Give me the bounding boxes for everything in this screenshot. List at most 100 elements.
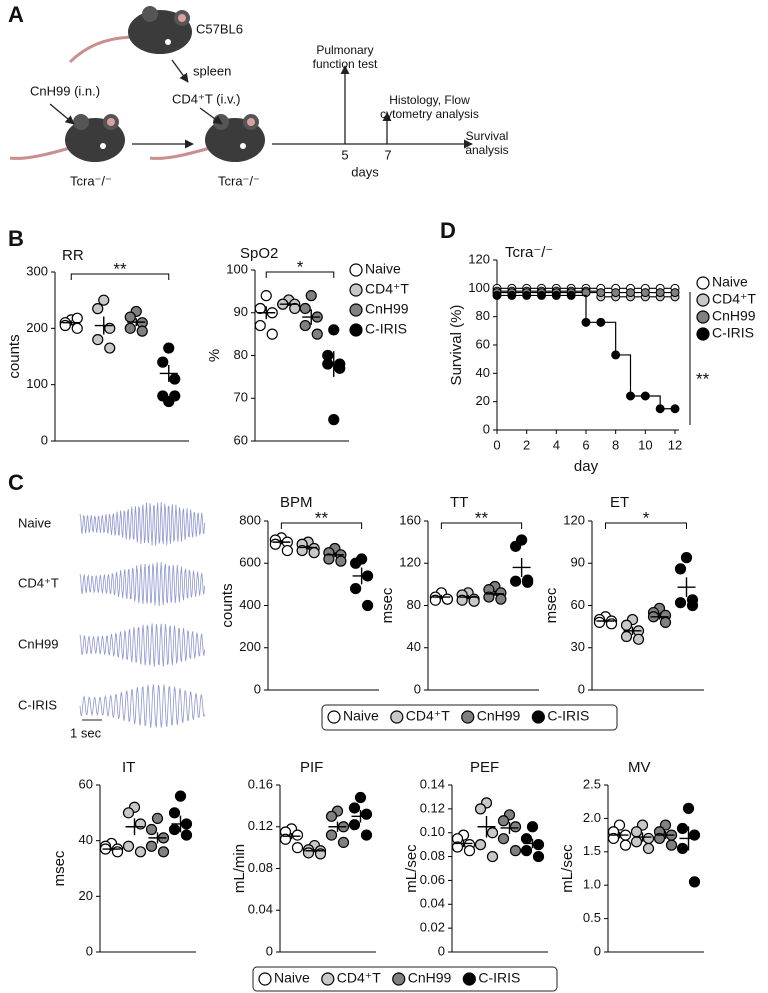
dot (474, 839, 487, 851)
dot (360, 829, 373, 841)
legend-marker (349, 323, 363, 337)
y-tick-label: 120 (563, 512, 585, 527)
y-tick-label: 160 (399, 512, 421, 527)
trace-label: CD4⁺T (18, 575, 59, 590)
significance-bracket (440, 522, 523, 529)
legend-marker (696, 276, 710, 290)
y-axis-label: mL/min (231, 844, 248, 893)
chart-title: ET (610, 494, 629, 511)
y-tick-label: 60 (476, 336, 490, 351)
legend-label: C-IRIS (712, 325, 754, 341)
legend-marker (349, 263, 363, 277)
dot (350, 557, 362, 569)
legend-label: CD4⁺T (365, 281, 409, 297)
dot (674, 597, 687, 609)
dot (620, 630, 633, 643)
y-tick-label: 80 (234, 347, 248, 362)
dot (688, 829, 701, 841)
dot (124, 322, 136, 334)
dot (593, 616, 606, 629)
legend-marker (531, 710, 545, 724)
legend-label: Naive (365, 261, 401, 277)
survival-point (640, 288, 650, 298)
dot (328, 324, 340, 336)
y-axis-label: counts (6, 334, 23, 378)
dot (269, 538, 281, 550)
y-tick-label: 0.5 (583, 910, 601, 925)
significance-bracket (605, 522, 687, 529)
chart-title: BPM (280, 494, 313, 511)
y-tick-label: 70 (234, 390, 248, 405)
dot (291, 829, 304, 841)
dot (323, 553, 335, 565)
legend-marker (349, 283, 363, 297)
y-tick-label: 200 (239, 639, 261, 654)
y-tick-label: 0.12 (248, 818, 273, 833)
schematic-label: CD4⁺T (i.v.) (172, 91, 241, 106)
y-tick-label: 80 (476, 308, 490, 323)
legend-label: Naive (712, 274, 748, 290)
y-tick-label: 2.5 (583, 776, 601, 791)
dot (334, 362, 346, 374)
dot (509, 821, 522, 833)
dot (354, 791, 367, 804)
dot (328, 414, 340, 426)
y-axis-label: msec (51, 850, 68, 886)
y-tick-label: 0.16 (248, 776, 273, 791)
dot (520, 845, 533, 857)
legend-label: CnH99 (712, 308, 756, 324)
dot (526, 821, 539, 833)
y-tick-label: 0 (414, 681, 421, 696)
dot (522, 576, 534, 588)
dot (510, 540, 522, 552)
panel-label: D (440, 218, 456, 243)
chart-title: RR (62, 247, 84, 264)
significance-label: * (643, 508, 650, 527)
survival-line (497, 294, 675, 410)
dot (348, 802, 361, 814)
y-axis-label: Survival (%) (448, 305, 465, 386)
dot (495, 593, 507, 605)
y-axis-label: msec (543, 587, 560, 623)
legend-box (252, 966, 558, 992)
legend-label: C-IRIS (365, 321, 407, 337)
dot (665, 839, 678, 851)
schematic-label: Tcra⁻/⁻ (70, 173, 112, 188)
legend-label: CnH99 (477, 708, 521, 724)
y-tick-label: 0 (41, 432, 48, 447)
dot (620, 619, 633, 631)
dot (299, 319, 311, 332)
timeline-event: Pulmonary function test (312, 43, 378, 71)
legend-marker (321, 972, 335, 986)
x-axis-label: day (574, 458, 599, 475)
dot (474, 803, 487, 815)
y-tick-label: 0.08 (248, 860, 273, 875)
dot (180, 829, 193, 841)
dot (510, 575, 522, 587)
dot (254, 302, 266, 315)
y-tick-label: 0 (438, 943, 445, 958)
survival-point (522, 290, 532, 300)
timeline-event: Survival analysis (465, 129, 509, 157)
legend-marker (696, 293, 710, 307)
dot (630, 826, 643, 838)
y-tick-label: 1.5 (583, 843, 601, 858)
dot (676, 842, 689, 855)
y-tick-label: 30 (571, 639, 585, 654)
dot (174, 790, 187, 802)
survival-point (640, 391, 650, 401)
legend-label: Naive (274, 970, 310, 986)
dot (145, 823, 158, 836)
dot (497, 833, 510, 845)
trace (79, 623, 205, 667)
x-tick-label: 0 (493, 437, 500, 452)
y-tick-label: 0 (578, 681, 585, 696)
dot (362, 599, 374, 612)
legend-marker (462, 972, 476, 986)
dot (619, 839, 632, 851)
chart-title: PIF (300, 759, 323, 776)
y-tick-label: 0.04 (248, 902, 273, 917)
legend-marker (258, 972, 272, 986)
legend-marker (461, 710, 475, 724)
